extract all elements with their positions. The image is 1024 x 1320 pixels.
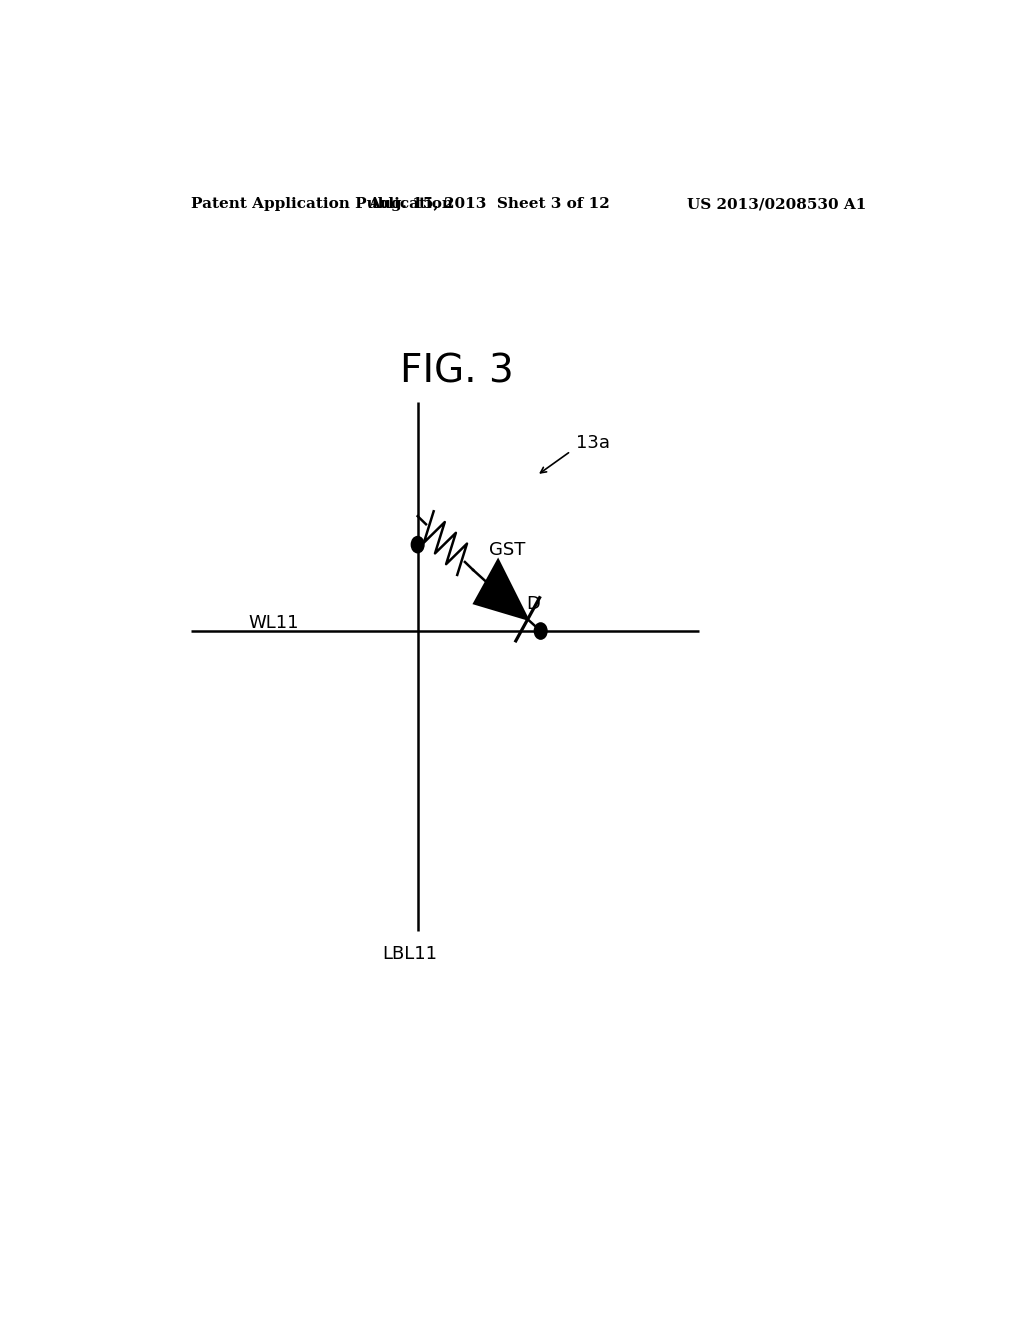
Text: WL11: WL11: [248, 614, 299, 632]
Text: GST: GST: [489, 541, 525, 558]
Polygon shape: [474, 560, 527, 619]
Circle shape: [535, 623, 547, 639]
Text: US 2013/0208530 A1: US 2013/0208530 A1: [687, 197, 866, 211]
Text: Aug. 15, 2013  Sheet 3 of 12: Aug. 15, 2013 Sheet 3 of 12: [369, 197, 610, 211]
Text: LBL11: LBL11: [382, 945, 437, 964]
Text: 13a: 13a: [577, 434, 610, 451]
Text: FIG. 3: FIG. 3: [400, 352, 514, 391]
Circle shape: [412, 536, 424, 553]
Text: D: D: [526, 594, 541, 612]
Text: Patent Application Publication: Patent Application Publication: [191, 197, 454, 211]
